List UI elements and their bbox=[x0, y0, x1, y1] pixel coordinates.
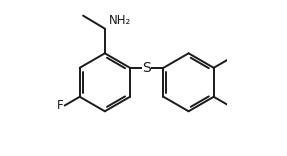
Text: S: S bbox=[142, 61, 151, 75]
Text: NH₂: NH₂ bbox=[109, 14, 131, 27]
Text: F: F bbox=[57, 99, 64, 112]
